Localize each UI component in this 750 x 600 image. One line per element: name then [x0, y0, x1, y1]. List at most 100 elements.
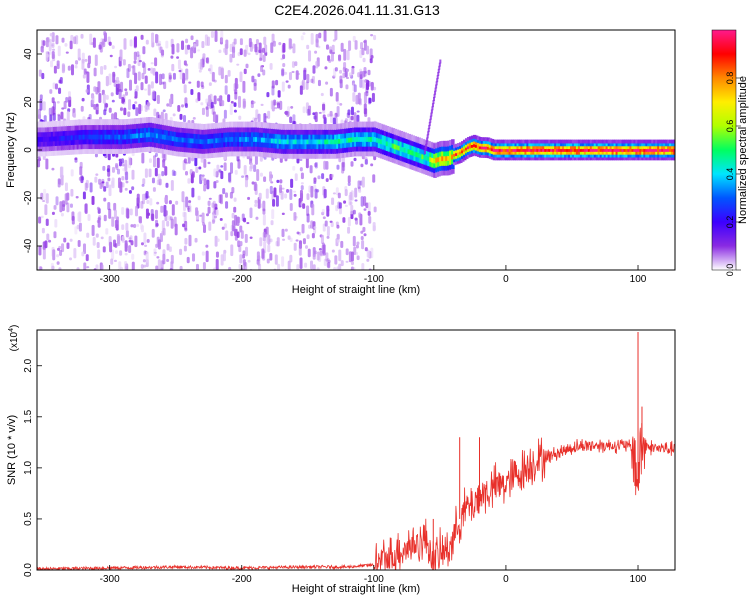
heatmap-cell — [205, 57, 209, 63]
heatmap-ridge-cell — [482, 145, 487, 150]
heatmap-cell — [255, 216, 259, 220]
heatmap-cell — [234, 88, 238, 100]
heatmap-cell — [172, 72, 176, 80]
heatmap-ridge-cell — [480, 151, 485, 156]
heatmap-ridge-cell — [498, 156, 503, 161]
heatmap-cell — [427, 131, 430, 136]
heatmap-ridge-cell — [304, 148, 308, 154]
heatmap-ridge-cell — [488, 141, 493, 145]
heatmap-ridge-cell — [589, 148, 594, 152]
colorbar-gradient — [711, 29, 737, 271]
heatmap-ridge-cell — [526, 148, 530, 152]
snr-panel: -300 -200 -100 0 100 0.00.51.01.52.0 Height … — [6, 325, 676, 595]
heatmap-ridge-cell — [252, 121, 257, 128]
colorbar: 0.00.20.40.60.8 Normalized spectral ampl… — [711, 29, 749, 276]
heatmap-ridge-cell — [171, 135, 176, 142]
heatmap-ridge-cell — [397, 130, 402, 137]
heatmap-cell — [140, 34, 144, 40]
heatmap-ridge-cell — [585, 139, 590, 144]
heatmap-ridge-cell — [599, 148, 604, 152]
heatmap-ridge-cell — [185, 122, 190, 129]
heatmap-ridge-cell — [498, 148, 503, 152]
heatmap-ridge-cell — [217, 141, 221, 148]
heatmap-ridge-cell — [42, 140, 47, 147]
heatmap-ridge-cell — [132, 118, 136, 125]
heatmap-ridge-cell — [169, 130, 174, 136]
heatmap-cell — [233, 197, 237, 202]
heatmap-ridge-cell — [209, 133, 213, 139]
heatmap-ridge-cell — [671, 139, 675, 144]
heatmap-cell — [279, 184, 283, 194]
heatmap-ridge-cell — [605, 153, 610, 158]
heatmap-ridge-cell — [332, 143, 336, 150]
heatmap-ridge-cell — [461, 157, 465, 162]
heatmap-ridge-cell — [276, 138, 281, 144]
heatmap-cell — [145, 208, 149, 219]
heatmap-cell — [48, 239, 52, 243]
heatmap-ridge-cell — [462, 145, 467, 150]
heatmap-ridge-cell — [260, 136, 265, 143]
heatmap-ridge-cell — [219, 122, 223, 129]
heatmap-ridge-cell — [413, 160, 417, 166]
heatmap-cell — [266, 92, 270, 98]
heatmap-ridge-cell — [581, 150, 586, 155]
heatmap-ridge-cell — [282, 152, 287, 159]
heatmap-ridge-cell — [302, 152, 307, 159]
heatmap-ridge-cell — [550, 153, 554, 158]
heatmap-ridge-cell — [459, 147, 463, 152]
heatmap-ridge-cell — [60, 135, 65, 141]
heatmap-cell — [81, 97, 85, 102]
heatmap-ridge-cell — [219, 132, 223, 138]
heatmap-ridge-cell — [449, 159, 453, 165]
heatmap-cell — [42, 40, 46, 46]
heatmap-ridge-cell — [302, 128, 307, 135]
heatmap-cell — [207, 206, 211, 214]
heatmap-ridge-cell — [237, 140, 241, 147]
heatmap-ridge-cell — [480, 140, 485, 144]
heatmap-ridge-cell — [657, 156, 661, 161]
heatmap-cell — [129, 208, 133, 216]
heatmap-cell — [286, 188, 290, 193]
heatmap-cell — [195, 207, 199, 217]
heatmap-cell — [339, 69, 343, 74]
heatmap-cell — [431, 106, 434, 111]
heatmap-ridge-cell — [494, 145, 499, 150]
heatmap-ridge-cell — [231, 121, 235, 128]
heatmap-ridge-cell — [556, 145, 560, 150]
heatmap-ridge-cell — [496, 145, 501, 150]
heatmap-ridge-cell — [476, 150, 481, 155]
heatmap-ridge-cell — [241, 136, 245, 142]
heatmap-cell — [429, 118, 432, 123]
heatmap-ridge-cell — [52, 125, 57, 132]
heatmap-cell — [155, 71, 159, 84]
heatmap-ridge-cell — [663, 153, 667, 158]
heatmap-ridge-cell — [225, 136, 229, 143]
heatmap-ridge-cell — [163, 133, 168, 140]
heatmap-cell — [363, 233, 367, 237]
heatmap-cell — [216, 238, 220, 242]
heatmap-ridge-cell — [504, 145, 509, 150]
heatmap-ridge-cell — [100, 128, 104, 135]
heatmap-ridge-cell — [264, 151, 269, 158]
heatmap-ridge-cell — [615, 139, 620, 144]
heatmap-cell — [233, 38, 237, 45]
colorbar-tick-label: 0.8 — [725, 72, 735, 85]
heatmap-cell — [113, 202, 117, 211]
heatmap-ridge-cell — [649, 156, 653, 161]
heatmap-cell — [145, 39, 149, 45]
heatmap-ridge-cell — [534, 145, 538, 150]
heatmap-cell — [239, 38, 243, 46]
heatmap-ridge-cell — [183, 151, 188, 157]
heatmap-ridge-cell — [502, 148, 507, 152]
heatmap-ridge-cell — [40, 145, 45, 152]
heatmap-ridge-cell — [566, 139, 570, 144]
heatmap-cell — [260, 203, 264, 208]
heatmap-ridge-cell — [548, 148, 552, 152]
heatmap-cell — [265, 233, 269, 243]
heatmap-ridge-cell — [225, 141, 229, 147]
heatmap-ridge-cell — [498, 150, 503, 155]
heatmap-ridge-cell — [72, 148, 77, 155]
heatmap-ridge-cell — [56, 135, 61, 142]
heatmap-ridge-cell — [96, 138, 100, 145]
heatmap-ridge-cell — [243, 150, 247, 157]
